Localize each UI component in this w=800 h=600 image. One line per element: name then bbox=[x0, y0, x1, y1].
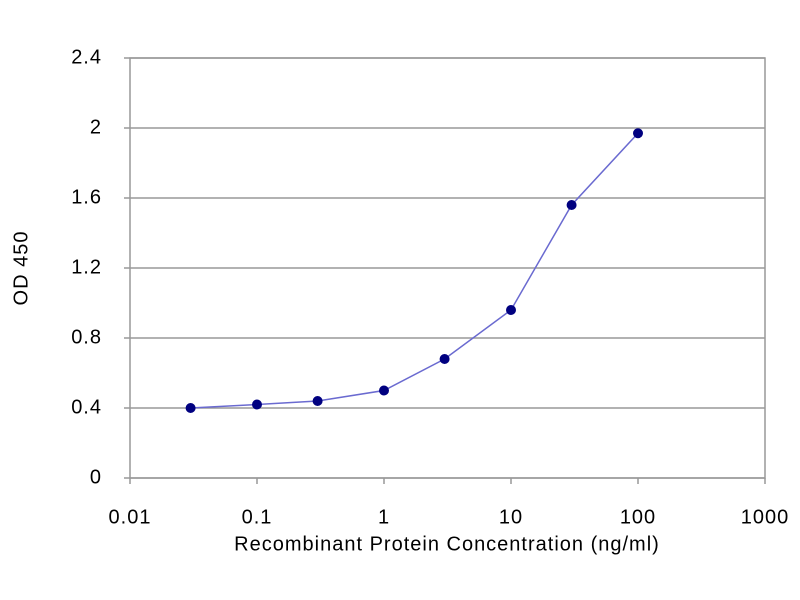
x-axis-label: Recombinant Protein Concentration (ng/ml… bbox=[234, 533, 660, 555]
data-point bbox=[439, 354, 450, 364]
y-axis-label: OD 450 bbox=[10, 231, 32, 306]
data-point bbox=[252, 399, 262, 410]
data-point bbox=[379, 385, 389, 396]
data-point bbox=[633, 128, 643, 139]
data-point bbox=[312, 396, 323, 406]
x-tick-label: 0.01 bbox=[109, 506, 152, 528]
data-point bbox=[566, 200, 577, 210]
y-tick-label: 1.2 bbox=[71, 256, 102, 278]
data-line bbox=[190, 132, 639, 409]
y-tick-label: 2 bbox=[90, 116, 102, 138]
y-tick-label: 1.6 bbox=[71, 186, 102, 208]
data-point bbox=[506, 305, 516, 315]
x-tick-label: 0.1 bbox=[242, 506, 273, 528]
x-tick-label: 1 bbox=[378, 506, 390, 528]
data-point bbox=[185, 403, 196, 413]
x-tick-label: 100 bbox=[620, 506, 656, 528]
y-tick-label: 2.4 bbox=[71, 46, 102, 68]
x-tick-label: 1000 bbox=[741, 506, 790, 528]
y-tick-label: 0 bbox=[90, 466, 102, 488]
y-tick-label: 0.8 bbox=[71, 326, 102, 348]
x-tick-label: 10 bbox=[499, 506, 523, 528]
y-tick-label: 0.4 bbox=[71, 396, 102, 418]
